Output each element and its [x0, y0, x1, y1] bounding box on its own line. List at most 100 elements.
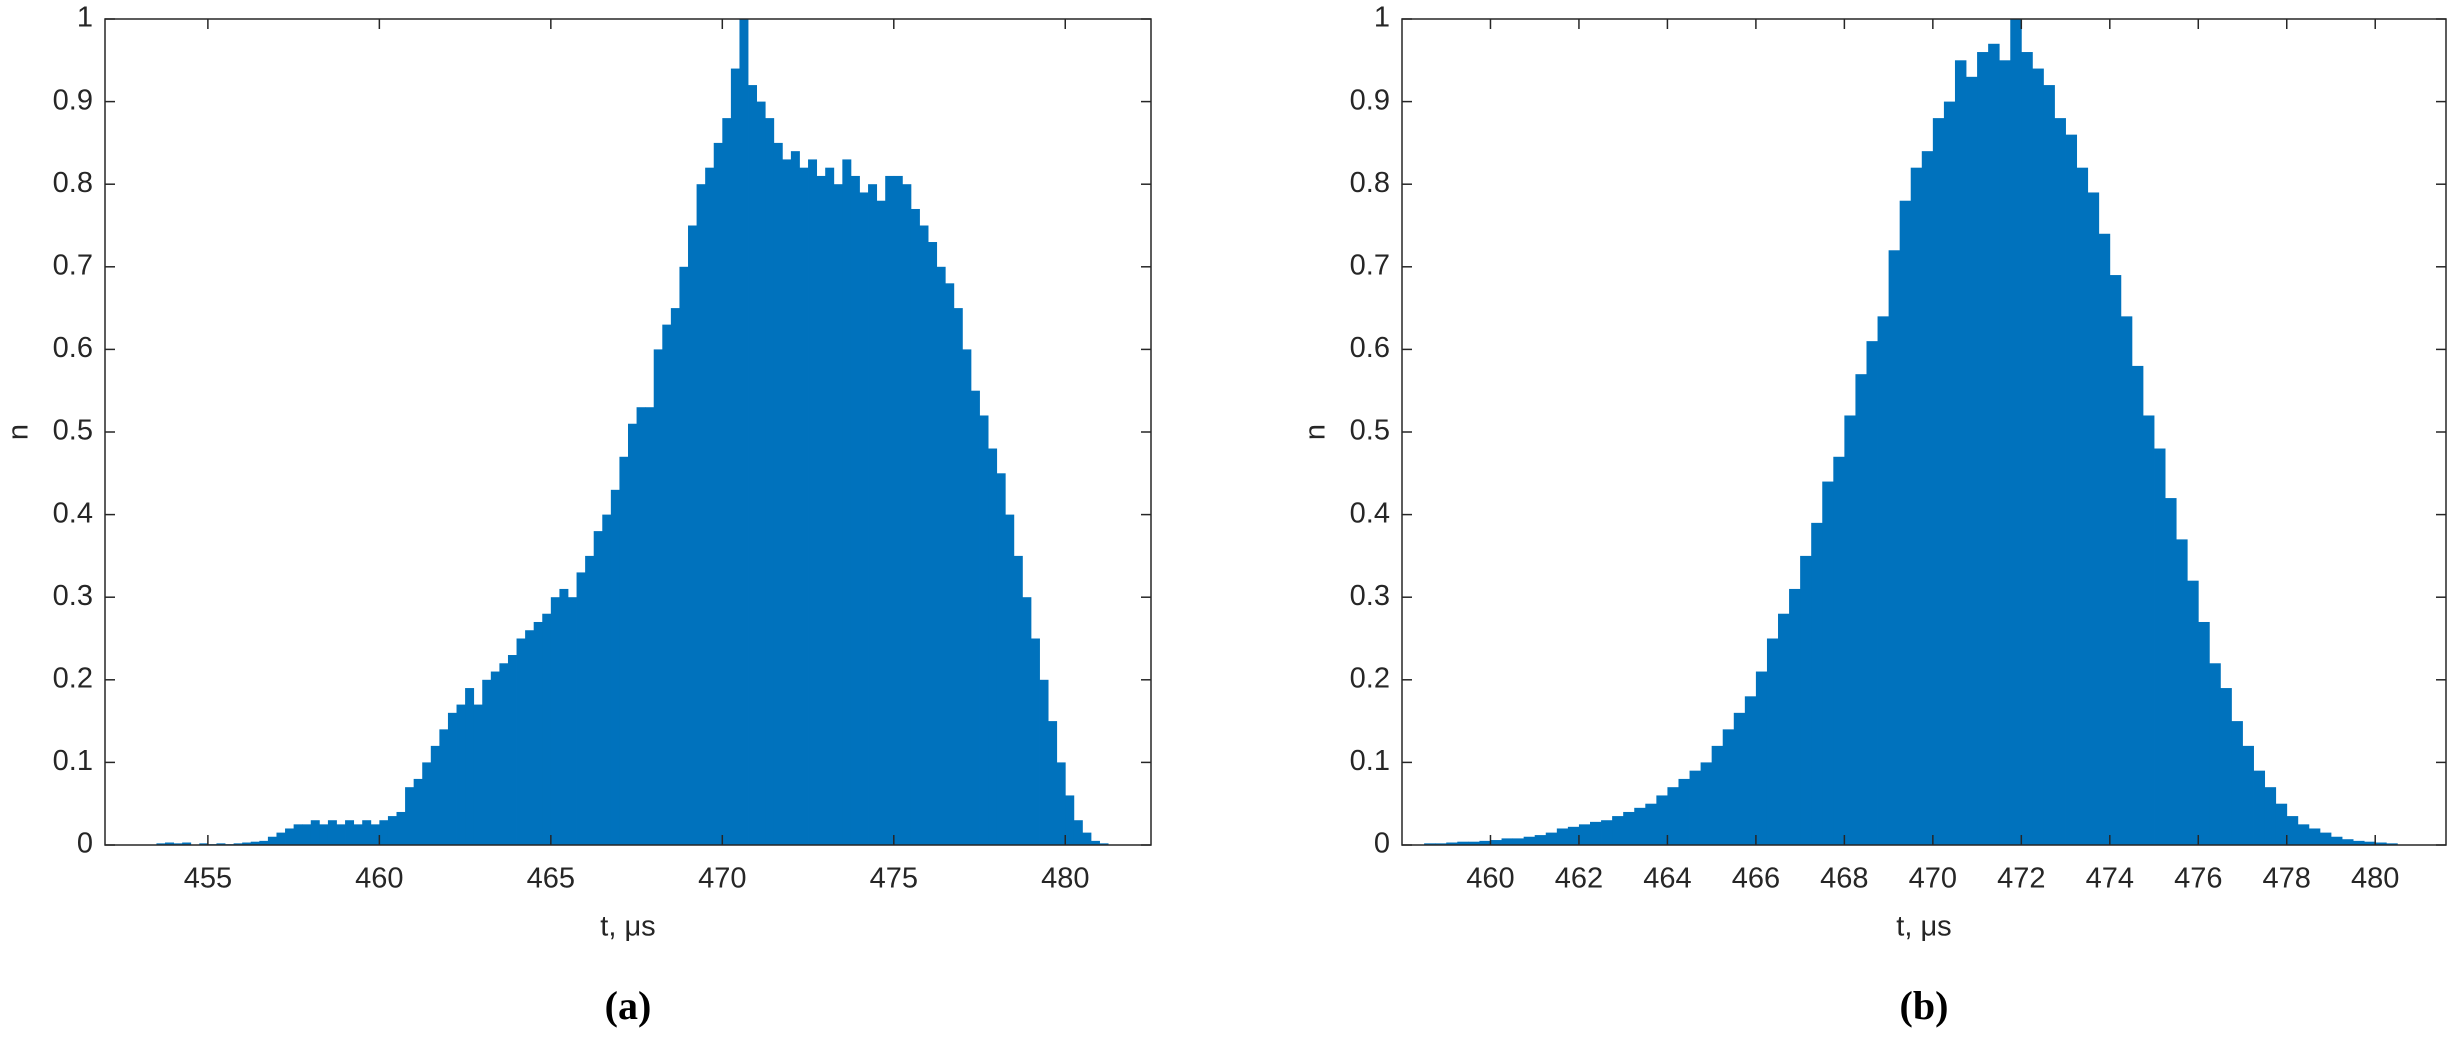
histogram-bar [1766, 638, 1779, 845]
histogram-bar [1468, 841, 1480, 845]
histogram-bar [1645, 803, 1657, 845]
histogram-bar [1833, 456, 1845, 845]
histogram-bar [1778, 613, 1790, 845]
histogram-bar [1656, 795, 1668, 845]
histogram-bar [893, 175, 903, 845]
histogram-bar [422, 762, 432, 845]
histogram-bar [619, 456, 629, 845]
histogram-bar [507, 655, 517, 845]
histogram-bar [2242, 745, 2254, 845]
histogram-bar [1567, 826, 1580, 845]
x-tick-label: 472 [1997, 863, 2045, 895]
histogram-bar [610, 489, 620, 845]
histogram-bar [593, 531, 603, 845]
histogram-bar [482, 679, 492, 845]
histogram-bar [1090, 840, 1100, 845]
histogram-bar [765, 118, 775, 846]
x-tick-label: 474 [2086, 863, 2134, 895]
histogram-bar [2165, 498, 2177, 845]
histogram-bar [585, 555, 595, 845]
histogram-bar [910, 208, 920, 846]
histogram-bar [1534, 835, 1547, 845]
histogram-bar [439, 729, 449, 845]
histogram-bar [1545, 832, 1558, 845]
histogram-bar [1099, 843, 1109, 845]
histogram-bar [1977, 52, 1989, 846]
histogram-bar [2076, 167, 2089, 845]
histogram-bar [362, 820, 372, 845]
histogram-bar [713, 142, 723, 845]
histogram-bar [1722, 729, 1735, 845]
histogram-bar [2319, 832, 2332, 845]
histogram-bar [902, 184, 912, 845]
histogram-bar [1556, 828, 1569, 845]
y-tick-label: 0 [1374, 828, 1390, 860]
histogram-bar [2065, 134, 2078, 845]
x-tick-label: 464 [1643, 863, 1691, 895]
x-tick-label: 475 [870, 863, 918, 895]
histogram-bar [353, 824, 363, 845]
histogram-bar [259, 840, 269, 845]
y-tick-label: 0.3 [53, 580, 93, 612]
histogram-bar [696, 184, 706, 845]
histogram-bar [473, 704, 483, 845]
histogram-bar [988, 448, 998, 845]
histogram-bar [928, 242, 938, 845]
histogram-bar [2330, 836, 2343, 845]
histogram-bar [1082, 832, 1092, 845]
histogram-bar [2142, 415, 2155, 845]
histogram-bar [1590, 821, 1602, 845]
histogram-bar [1855, 374, 1867, 845]
histogram-bar [233, 843, 243, 845]
histogram-bar [1623, 811, 1635, 845]
histogram-bar [962, 349, 972, 845]
histogram-bar [945, 283, 955, 845]
x-tick-label: 476 [2174, 863, 2222, 895]
histogram-bar [2176, 539, 2188, 845]
histogram-bar [413, 778, 423, 845]
histogram-bar [2275, 803, 2288, 845]
x-tick-label: 468 [1820, 863, 1868, 895]
histogram-bar [2286, 816, 2299, 845]
histogram-bar [2054, 118, 2066, 846]
histogram-bar [842, 159, 852, 846]
y-tick-label: 0.2 [53, 662, 93, 694]
histogram-bar [2353, 840, 2365, 845]
histogram-bar [1435, 843, 1447, 845]
histogram-bar [936, 266, 946, 845]
y-tick-label: 1 [77, 2, 93, 34]
histogram-bar [2253, 770, 2266, 845]
histogram-bar [1030, 638, 1040, 845]
histogram-bar [2297, 824, 2310, 845]
y-tick-label: 0.4 [1350, 497, 1390, 529]
y-axis-label: n [3, 424, 35, 440]
histogram-bar [1954, 60, 1967, 846]
y-axis-label: n [1300, 424, 1332, 440]
histogram-bar [1022, 597, 1032, 845]
histogram-bar [790, 151, 800, 845]
histogram-bar [216, 843, 226, 845]
histogram-bar [567, 597, 577, 845]
y-tick-label: 0.2 [1350, 662, 1390, 694]
histogram-bar [2120, 316, 2133, 845]
histogram-bar [850, 175, 860, 845]
y-tick-label: 0.8 [1350, 167, 1390, 199]
histogram-bar [799, 167, 809, 845]
y-tick-label: 0.9 [1350, 84, 1390, 116]
histogram-bar [1601, 820, 1613, 845]
histogram-bar [1578, 824, 1591, 845]
panel-caption: (a) [605, 983, 652, 1028]
histogram-bar [2231, 721, 2243, 845]
histogram-bar [859, 192, 869, 845]
y-tick-label: 0 [77, 828, 93, 860]
histogram-bar [199, 843, 209, 845]
histogram-bar [1512, 838, 1525, 845]
histogram-bar [533, 621, 543, 845]
histogram-bar [2209, 663, 2221, 845]
histogram-bar [156, 843, 166, 845]
histogram-bar [825, 167, 835, 845]
histogram-bar [748, 85, 758, 845]
histogram-bar [182, 842, 192, 845]
histogram-bar [722, 118, 732, 846]
histogram-bar [756, 101, 766, 846]
